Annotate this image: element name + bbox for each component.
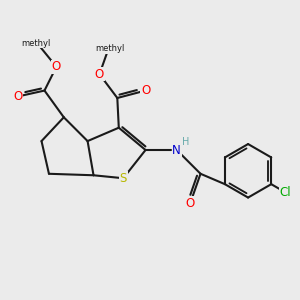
Text: O: O — [95, 68, 104, 81]
Text: H: H — [182, 137, 189, 147]
Text: N: N — [172, 143, 181, 157]
Text: methyl: methyl — [95, 44, 124, 53]
Text: O: O — [13, 90, 22, 103]
Text: S: S — [120, 172, 127, 185]
Text: Cl: Cl — [280, 186, 291, 199]
Text: O: O — [185, 197, 195, 210]
Text: O: O — [52, 60, 61, 73]
Text: methyl: methyl — [21, 38, 50, 47]
Text: O: O — [141, 84, 150, 97]
